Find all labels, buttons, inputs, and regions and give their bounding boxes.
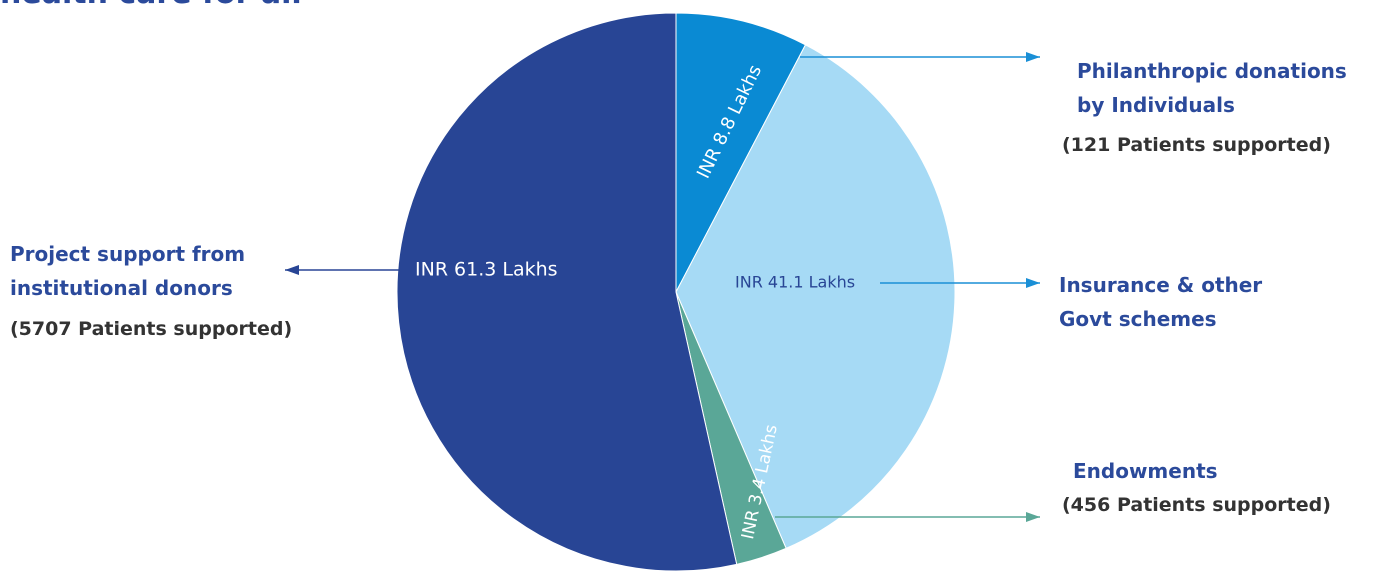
- category-label: Endowments: [1073, 459, 1218, 483]
- value-label: INR 41.1 Lakhs: [735, 273, 855, 292]
- chart-title: health care for all: [0, 0, 302, 11]
- category-label: Philanthropic donations by Individuals: [1077, 59, 1347, 117]
- category-label: Insurance & other Govt schemes: [1059, 273, 1263, 331]
- arrow-head: [1026, 52, 1040, 62]
- pie-slice: [396, 12, 738, 572]
- value-label: INR 61.3 Lakhs: [415, 259, 558, 281]
- annotation: (456 Patients supported): [1062, 494, 1331, 516]
- annotation: (121 Patients supported): [1062, 134, 1331, 156]
- pie-slice: [675, 12, 807, 293]
- arrow-head: [285, 265, 299, 275]
- arrow-head: [1026, 512, 1040, 522]
- annotation: (5707 Patients supported): [10, 318, 293, 340]
- pie-slice: [675, 44, 956, 550]
- category-label: Project support from institutional donor…: [10, 242, 246, 300]
- arrow-head: [1026, 278, 1040, 288]
